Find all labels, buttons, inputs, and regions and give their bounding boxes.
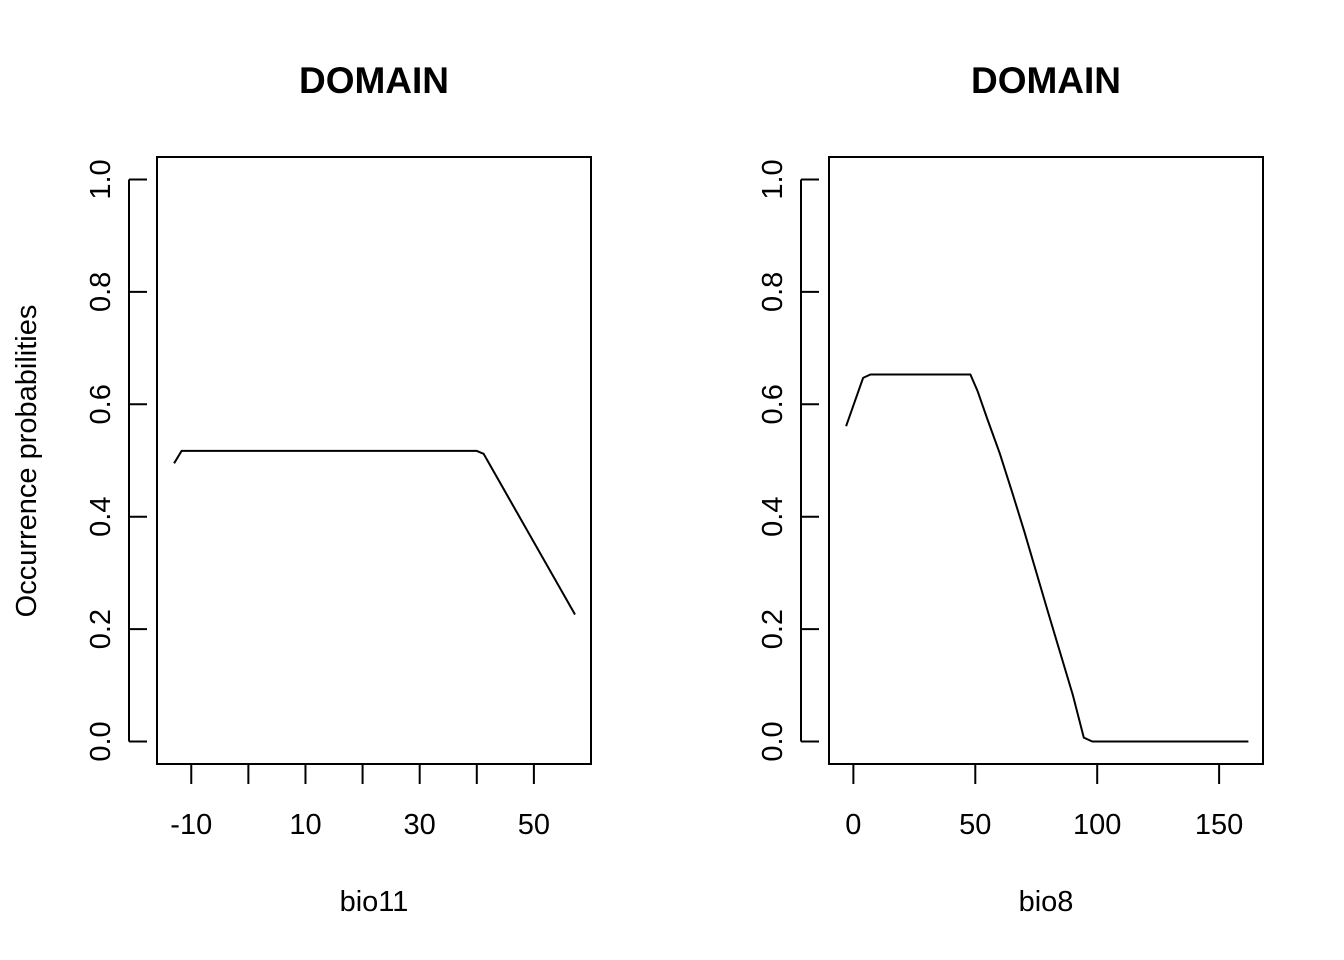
plot-frame: [156, 156, 592, 765]
chart-title: DOMAIN: [971, 60, 1121, 101]
x-tick-label: 50: [518, 809, 550, 841]
series-line: [845, 373, 1249, 743]
y-tick-label: 0.0: [757, 721, 789, 761]
x-axis: 0 50 100 150: [845, 763, 1243, 841]
series-group: [845, 373, 1249, 743]
chart-panel-bio11: DOMAIN 0.0 0.2 0.4 0.6 0.8 1.0 -10 10 30 50 bio1…: [11, 60, 592, 918]
y-tick-label: 1.0: [85, 159, 117, 199]
y-tick-label: 0.2: [757, 609, 789, 649]
x-tick-label: 0: [845, 809, 861, 841]
series-line: [173, 449, 576, 615]
y-tick-label: 0.8: [757, 272, 789, 312]
x-axis-label: bio8: [1019, 886, 1074, 918]
x-tick-label: 10: [289, 809, 321, 841]
y-axis: 0.0 0.2 0.4 0.6 0.8 1.0: [757, 159, 819, 762]
y-tick-label: 0.6: [757, 384, 789, 424]
y-tick-label: 1.0: [757, 159, 789, 199]
chart-panel-bio8: DOMAIN 0.0 0.2 0.4 0.6 0.8 1.0 0 50 100 150 bio8: [757, 60, 1264, 918]
x-axis-label: bio11: [340, 886, 409, 918]
y-axis: 0.0 0.2 0.4 0.6 0.8 1.0: [85, 159, 147, 762]
x-tick-label: 150: [1195, 809, 1243, 841]
y-tick-label: 0.4: [757, 497, 789, 537]
x-axis: -10 10 30 50: [170, 763, 550, 841]
chart-title: DOMAIN: [299, 60, 449, 101]
x-tick-label: 100: [1073, 809, 1121, 841]
series-group: [173, 449, 576, 615]
y-axis-label: Occurrence probabilities: [11, 305, 43, 618]
y-tick-label: 0.2: [85, 609, 117, 649]
y-tick-label: 0.0: [85, 721, 117, 761]
x-tick-label: 50: [959, 809, 991, 841]
y-tick-label: 0.8: [85, 272, 117, 312]
x-tick-label: 30: [404, 809, 436, 841]
y-tick-label: 0.4: [85, 497, 117, 537]
y-tick-label: 0.6: [85, 384, 117, 424]
x-tick-label: -10: [170, 809, 212, 841]
plot-frame: [828, 156, 1264, 765]
